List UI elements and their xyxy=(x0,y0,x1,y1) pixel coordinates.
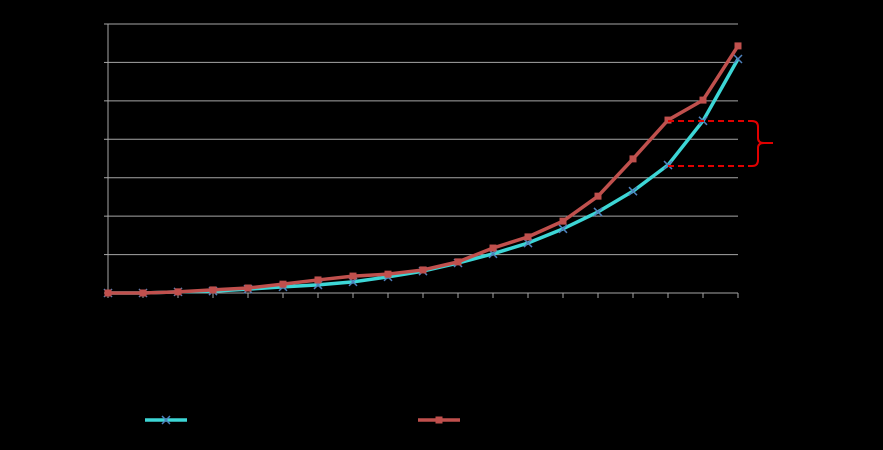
marker xyxy=(209,286,217,294)
legend-item xyxy=(418,416,460,424)
marker xyxy=(594,192,602,200)
marker xyxy=(593,207,603,217)
marker xyxy=(629,155,637,163)
y-tick-label: 7 xyxy=(91,16,98,30)
y-tick-label: 5 xyxy=(91,93,98,107)
legend-marker xyxy=(161,415,171,425)
marker xyxy=(139,289,147,297)
y-tick-label: 3 xyxy=(91,170,98,184)
marker xyxy=(524,233,532,241)
marker xyxy=(419,266,427,274)
bracket-annotation xyxy=(668,120,773,167)
marker xyxy=(279,280,287,288)
marker xyxy=(174,288,182,296)
legend-item xyxy=(145,415,187,425)
marker xyxy=(314,276,322,284)
marker xyxy=(699,96,707,104)
marker xyxy=(454,258,462,266)
y-tick-label: 1 xyxy=(91,247,98,261)
marker xyxy=(349,272,357,280)
y-tick-label: 2 xyxy=(91,208,98,222)
y-tick-label: 0 xyxy=(91,285,98,299)
marker xyxy=(559,217,567,225)
marker xyxy=(104,289,112,297)
marker xyxy=(244,284,252,292)
marker xyxy=(384,270,392,278)
marker xyxy=(733,54,743,64)
marker xyxy=(489,244,497,252)
marker xyxy=(734,42,742,50)
marker xyxy=(628,186,638,196)
legend-marker xyxy=(435,416,443,424)
y-tick-label: 6 xyxy=(91,55,98,69)
marker xyxy=(558,224,568,234)
y-tick-label: 4 xyxy=(91,131,98,145)
